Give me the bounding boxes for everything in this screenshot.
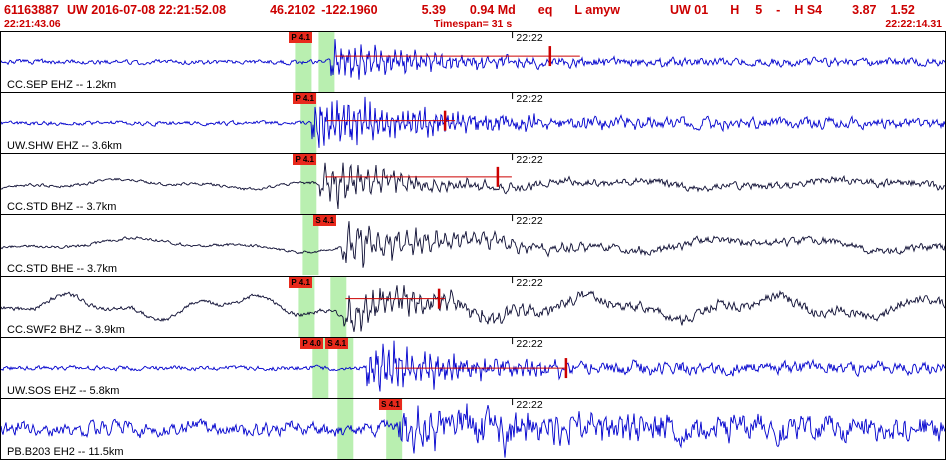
seismogram-trace — [1, 403, 945, 458]
timespan-label: Timespan= 31 s — [433, 18, 513, 30]
header-col-dash: - — [776, 2, 781, 17]
pick-flag[interactable]: S 4.1 — [379, 398, 402, 410]
window-start-time: 22:21:43.06 — [4, 18, 61, 30]
epicenter-lon: -122.1960 — [321, 2, 378, 17]
pick-band — [337, 337, 354, 398]
trace-panel[interactable]: 22:22 UW.SOS EHZ -- 5.8km P 4.0 S 4.1 — [1, 337, 945, 399]
waveform-canvas — [1, 337, 945, 398]
pick-flag[interactable]: P 4.1 — [289, 276, 312, 288]
seismogram-trace — [1, 96, 945, 149]
pick-flag[interactable]: P 4.0 — [300, 337, 323, 349]
pick-band — [318, 32, 335, 93]
pick-flag[interactable]: P 4.1 — [293, 93, 316, 105]
seismogram-trace — [1, 39, 945, 80]
pick-band — [298, 276, 315, 337]
magnitude: 0.94 Md — [469, 2, 516, 17]
pick-flag[interactable]: S 4.1 — [313, 215, 337, 227]
waveform-canvas — [1, 215, 945, 276]
station-label: CC.SEP EHZ -- 1.2km — [7, 79, 117, 92]
station-label: UW.SOS EHZ -- 5.8km — [7, 384, 120, 397]
waveform-canvas — [1, 154, 945, 215]
trace-list: 22:22 CC.SEP EHZ -- 1.2km P 4.1 22:22 UW… — [0, 31, 946, 460]
pick-flag[interactable]: P 4.1 — [293, 154, 316, 166]
review-analyst: L amyw — [574, 2, 620, 17]
station-label: PB.B203 EH2 -- 11.5km — [7, 445, 124, 458]
trace-panel[interactable]: 22:22 CC.SEP EHZ -- 1.2km P 4.1 — [1, 32, 945, 94]
header-col-n: 5 — [755, 2, 763, 17]
epicenter-lat: 46.2102 — [270, 2, 316, 17]
trace-panel[interactable]: 22:22 UW.SHW EHZ -- 3.6km P 4.1 — [1, 93, 945, 155]
pick-band — [330, 276, 347, 337]
waveform-canvas — [1, 276, 945, 337]
header-col-hs4: H S4 — [794, 2, 823, 17]
pick-band — [300, 154, 317, 215]
header-value-1: 3.87 — [852, 2, 877, 17]
waveform-canvas — [1, 32, 945, 93]
trace-panel[interactable]: 22:22 CC.STD BHE -- 3.7km S 4.1 — [1, 215, 945, 277]
time-bar: 22:21:43.06 Timespan= 31 s 22:22:14.31 — [0, 17, 946, 31]
header-col-h: H — [730, 2, 740, 17]
waveform-canvas — [1, 398, 945, 459]
seismogram-trace — [1, 221, 945, 269]
agency-code: UW 01 — [669, 2, 709, 17]
pick-flag[interactable]: P 4.1 — [289, 32, 312, 43]
window-end-time: 22:22:14.31 — [885, 18, 943, 30]
station-label: CC.STD BHE -- 3.7km — [7, 262, 118, 275]
pick-band — [312, 337, 329, 398]
seismogram-trace — [1, 284, 945, 332]
waveform-canvas — [1, 93, 945, 154]
station-label: CC.SWF2 BHZ -- 3.9km — [7, 323, 125, 336]
origin-time: UW 2016-07-08 22:21:52.08 — [66, 2, 227, 17]
depth-km: 5.39 — [421, 2, 446, 17]
station-label: CC.STD BHZ -- 3.7km — [7, 201, 117, 214]
seismogram-trace — [1, 340, 945, 392]
event-id: 61163887 — [4, 2, 59, 17]
pick-flag[interactable]: S 4.1 — [325, 337, 349, 349]
station-label: UW.SHW EHZ -- 3.6km — [7, 140, 122, 153]
pick-band — [302, 215, 319, 276]
trace-panel[interactable]: 22:22 CC.SWF2 BHZ -- 3.9km P 4.1 — [1, 276, 945, 338]
trace-panel[interactable]: 22:22 PB.B203 EH2 -- 11.5km S 4.1 — [1, 398, 945, 459]
seismogram-trace — [1, 162, 945, 210]
header-value-2: 1.52 — [890, 2, 915, 17]
event-type: eq — [537, 2, 553, 17]
header-bar: 61163887 UW 2016-07-08 22:21:52.08 46.21… — [0, 0, 946, 17]
trace-panel[interactable]: 22:22 CC.STD BHZ -- 3.7km P 4.1 — [1, 154, 945, 216]
